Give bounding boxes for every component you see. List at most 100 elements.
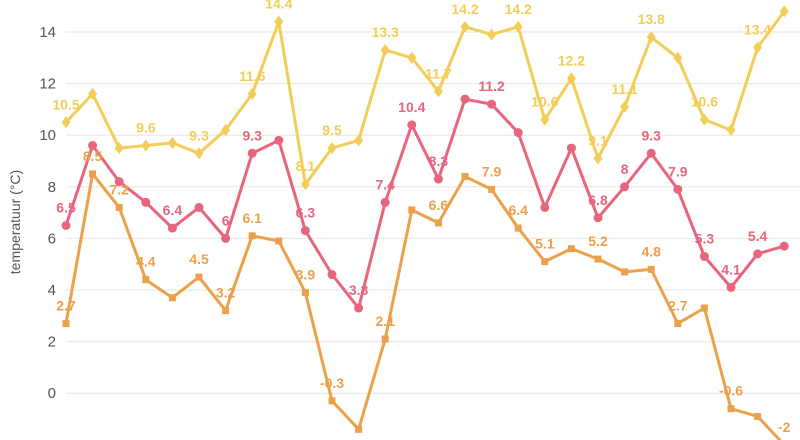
data-point: [248, 232, 256, 240]
data-label: 13.8: [638, 11, 665, 27]
data-point: [461, 172, 469, 180]
data-label: 7.4: [375, 176, 395, 192]
data-point: [194, 147, 204, 160]
data-point: [221, 124, 231, 137]
data-point: [593, 152, 603, 165]
y-tick-label: 14: [39, 24, 56, 41]
y-tick-label: 6: [48, 230, 56, 247]
data-label: 11.1: [611, 81, 638, 97]
y-axis-title: temperatuur (°C): [7, 170, 23, 274]
y-tick-label: 4: [48, 282, 56, 299]
data-point: [566, 143, 576, 153]
data-point: [142, 276, 150, 284]
data-point: [380, 197, 390, 207]
data-point: [141, 139, 151, 152]
data-point: [673, 51, 683, 64]
data-point: [779, 241, 789, 251]
data-point: [460, 20, 470, 33]
data-label: -0.3: [320, 375, 344, 391]
data-point: [88, 87, 98, 100]
data-label: 8.1: [296, 158, 316, 174]
data-point: [646, 148, 656, 158]
data-label: 9.1: [588, 132, 608, 148]
data-point: [620, 182, 630, 192]
data-point: [195, 273, 203, 281]
data-point: [567, 245, 575, 253]
data-label: 4.8: [641, 243, 661, 259]
data-label: 11.2: [478, 78, 505, 94]
data-point: [753, 249, 763, 259]
data-point: [646, 31, 656, 44]
data-point: [540, 202, 550, 212]
data-point: [247, 148, 257, 158]
series-line: [64, 10, 786, 186]
data-label: 2.1: [375, 313, 395, 329]
data-point: [514, 224, 522, 232]
data-label: 14.2: [451, 1, 478, 17]
data-label: 8.5: [83, 148, 103, 164]
data-label: 2.7: [668, 298, 688, 314]
data-point: [114, 177, 124, 187]
data-label: 6.4: [508, 202, 528, 218]
data-point: [301, 289, 309, 297]
data-point: [300, 178, 310, 191]
data-point: [753, 41, 763, 54]
data-label: 6.3: [296, 205, 316, 221]
data-point: [726, 282, 736, 292]
data-label: 6.8: [588, 192, 608, 208]
data-label: 9.5: [322, 122, 342, 138]
data-point: [433, 174, 443, 184]
data-point: [700, 304, 708, 312]
data-label: 8: [621, 161, 629, 177]
y-tick-label: 2: [48, 334, 56, 351]
data-label: 5.3: [695, 230, 715, 246]
data-label: 14.2: [505, 1, 532, 17]
y-tick-label: 10: [39, 127, 56, 144]
series-line: [64, 172, 782, 440]
data-point: [673, 184, 683, 194]
y-tick-label: 0: [48, 385, 56, 402]
data-point: [167, 136, 177, 149]
data-label: 6: [222, 212, 230, 228]
data-label: 8.3: [429, 153, 449, 169]
data-point: [114, 142, 124, 155]
series-3: [62, 170, 782, 440]
data-point: [300, 226, 310, 236]
data-point: [674, 320, 682, 328]
data-point: [460, 94, 470, 104]
data-label: 9.3: [189, 127, 209, 143]
data-point: [115, 203, 123, 211]
data-point: [621, 268, 629, 276]
data-label: 4.5: [189, 251, 209, 267]
data-label: 6.6: [429, 197, 449, 213]
data-label: 11.6: [239, 68, 266, 84]
data-point: [433, 85, 443, 98]
data-point: [779, 5, 789, 18]
data-point: [62, 320, 70, 328]
data-point: [89, 170, 97, 178]
data-label: 13.3: [372, 24, 399, 40]
data-label: 10.6: [691, 94, 718, 110]
data-label: 9.3: [242, 127, 262, 143]
data-label: 5.1: [535, 236, 555, 252]
data-label: 10.5: [52, 96, 79, 112]
data-point: [88, 141, 98, 151]
data-label: 13.4: [744, 21, 771, 37]
data-label: 4.4: [136, 254, 156, 270]
data-point: [327, 142, 337, 155]
data-point: [594, 255, 602, 263]
data-label: -0.6: [719, 383, 743, 399]
data-label: 14.4: [265, 0, 292, 12]
data-point: [61, 221, 71, 230]
data-label: 3.2: [216, 285, 236, 301]
data-label: 10.4: [398, 99, 425, 115]
data-point: [407, 51, 417, 64]
series-line: [64, 97, 785, 310]
data-point: [513, 20, 523, 33]
y-tick-label: 8: [48, 179, 56, 196]
data-label: 5.4: [748, 228, 768, 244]
data-point: [327, 270, 337, 280]
data-label: 3.3: [349, 282, 369, 298]
data-point: [408, 206, 416, 214]
data-point: [434, 219, 442, 227]
